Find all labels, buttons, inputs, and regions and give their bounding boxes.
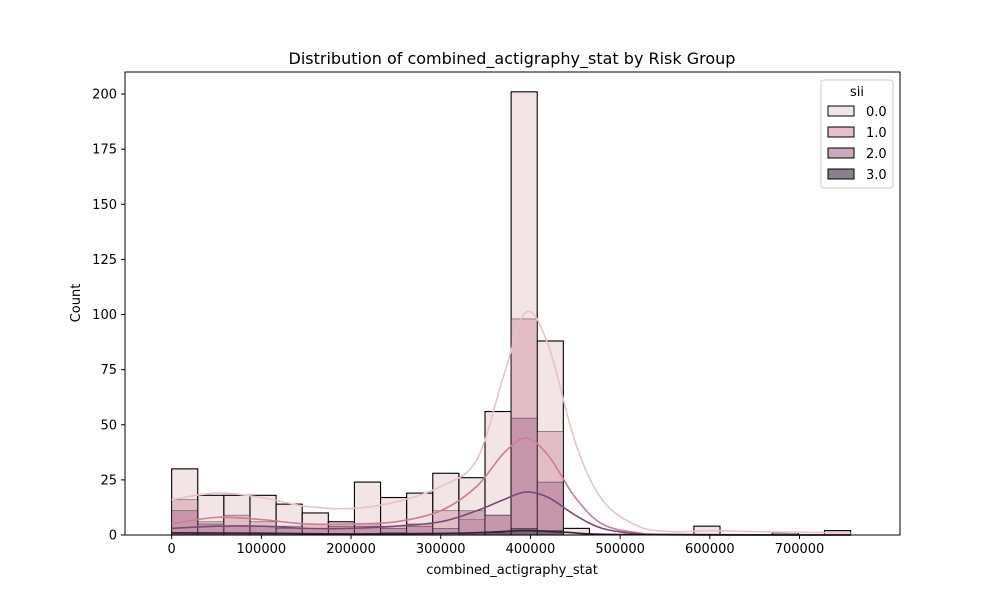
x-tick-label: 200000 xyxy=(326,542,376,557)
legend-label-sii-0.0: 0.0 xyxy=(866,105,887,120)
y-tick-label: 50 xyxy=(100,418,117,433)
y-tick-label: 75 xyxy=(100,363,117,378)
x-axis-title: combined_actigraphy_stat xyxy=(426,563,598,578)
y-tick-label: 175 xyxy=(92,143,117,158)
y-tick-label: 25 xyxy=(100,473,117,488)
legend: sii 0.0 1.0 2.0 3.0 xyxy=(820,79,894,189)
chart-title: Distribution of combined_actigraphy_stat… xyxy=(289,49,736,69)
y-tick-label: 100 xyxy=(92,308,117,323)
x-tick-label: 300000 xyxy=(416,542,466,557)
x-tick-label: 0 xyxy=(168,542,176,557)
y-tick-label: 0 xyxy=(109,529,117,544)
bar-sii-2.0-bin-11 xyxy=(458,510,486,536)
legend-swatch-sii-0.0 xyxy=(827,105,855,117)
x-tick-label: 700000 xyxy=(775,542,825,557)
kde-line-sii-0.0 xyxy=(171,310,851,534)
x-tick-label: 500000 xyxy=(595,542,645,557)
legend-title: sii xyxy=(850,85,864,100)
bar-sii-3.0-bin-13 xyxy=(510,528,538,536)
x-tick-label: 400000 xyxy=(506,542,556,557)
legend-swatch-sii-3.0 xyxy=(827,168,855,180)
x-tick-label: 600000 xyxy=(685,542,735,557)
bar-sii-2.0-bin-13 xyxy=(510,417,538,536)
bar-sii-2.0-bin-14 xyxy=(536,481,564,536)
y-tick-label: 150 xyxy=(92,198,117,213)
x-tick-label: 100000 xyxy=(237,542,287,557)
y-tick-label: 200 xyxy=(92,88,117,103)
y-axis-title: Count xyxy=(69,284,84,323)
legend-label-sii-2.0: 2.0 xyxy=(866,147,887,162)
plot-area xyxy=(171,91,852,536)
axes-frame xyxy=(124,71,901,536)
kde-line-sii-1.0 xyxy=(171,437,851,536)
legend-swatch-sii-1.0 xyxy=(827,126,855,138)
legend-label-sii-1.0: 1.0 xyxy=(866,126,887,141)
legend-swatch-sii-2.0 xyxy=(827,147,855,159)
legend-label-sii-3.0: 3.0 xyxy=(866,168,887,183)
y-tick-label: 125 xyxy=(92,253,117,268)
